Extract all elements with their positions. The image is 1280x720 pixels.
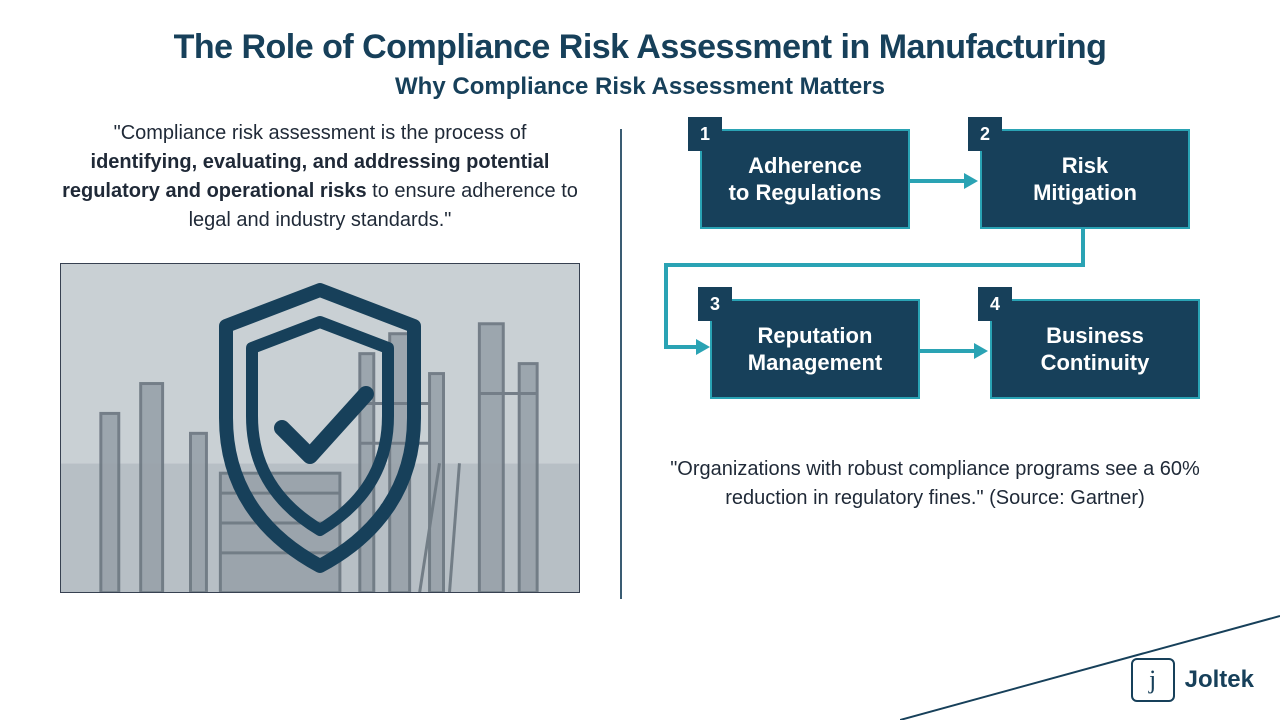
title-block: The Role of Compliance Risk Assessment i…: [0, 0, 1280, 101]
flow-node-number: 4: [978, 287, 1012, 321]
flow-node-1: 1Adherenceto Regulations: [700, 129, 910, 229]
slide: The Role of Compliance Risk Assessment i…: [0, 0, 1280, 720]
flow-node-number: 1: [688, 117, 722, 151]
left-column: "Compliance risk assessment is the proce…: [0, 119, 620, 639]
content-columns: "Compliance risk assessment is the proce…: [0, 119, 1280, 639]
logo-letter: j: [1149, 665, 1156, 695]
definition-prefix: "Compliance risk assessment is the proce…: [114, 122, 527, 144]
arrow-1-2: [910, 175, 980, 187]
illustration-frame: [60, 263, 580, 593]
stat-quote: "Organizations with robust compliance pr…: [650, 455, 1220, 513]
right-column: 1Adherenceto Regulations2RiskMitigation3…: [620, 119, 1280, 639]
logo-brand-text: Joltek: [1185, 666, 1254, 694]
logo-icon: j: [1131, 658, 1175, 702]
flow-node-3: 3ReputationManagement: [710, 299, 920, 399]
shield-check-icon: [190, 278, 450, 578]
flow-node-number: 2: [968, 117, 1002, 151]
flow-node-label: BusinessContinuity: [1041, 322, 1150, 377]
flow-diagram: 1Adherenceto Regulations2RiskMitigation3…: [650, 119, 1220, 429]
brand-logo: j Joltek: [1131, 658, 1254, 702]
flow-node-label: ReputationManagement: [748, 322, 882, 377]
page-title: The Role of Compliance Risk Assessment i…: [0, 28, 1280, 67]
flow-node-number: 3: [698, 287, 732, 321]
shield-overlay: [61, 264, 579, 592]
flow-node-4: 4BusinessContinuity: [990, 299, 1200, 399]
arrow-3-4: [920, 345, 990, 357]
column-divider: [620, 129, 622, 599]
flow-node-label: Adherenceto Regulations: [729, 152, 882, 207]
definition-quote: "Compliance risk assessment is the proce…: [60, 119, 580, 235]
page-subtitle: Why Compliance Risk Assessment Matters: [0, 73, 1280, 101]
flow-node-2: 2RiskMitigation: [980, 129, 1190, 229]
flow-node-label: RiskMitigation: [1033, 152, 1137, 207]
